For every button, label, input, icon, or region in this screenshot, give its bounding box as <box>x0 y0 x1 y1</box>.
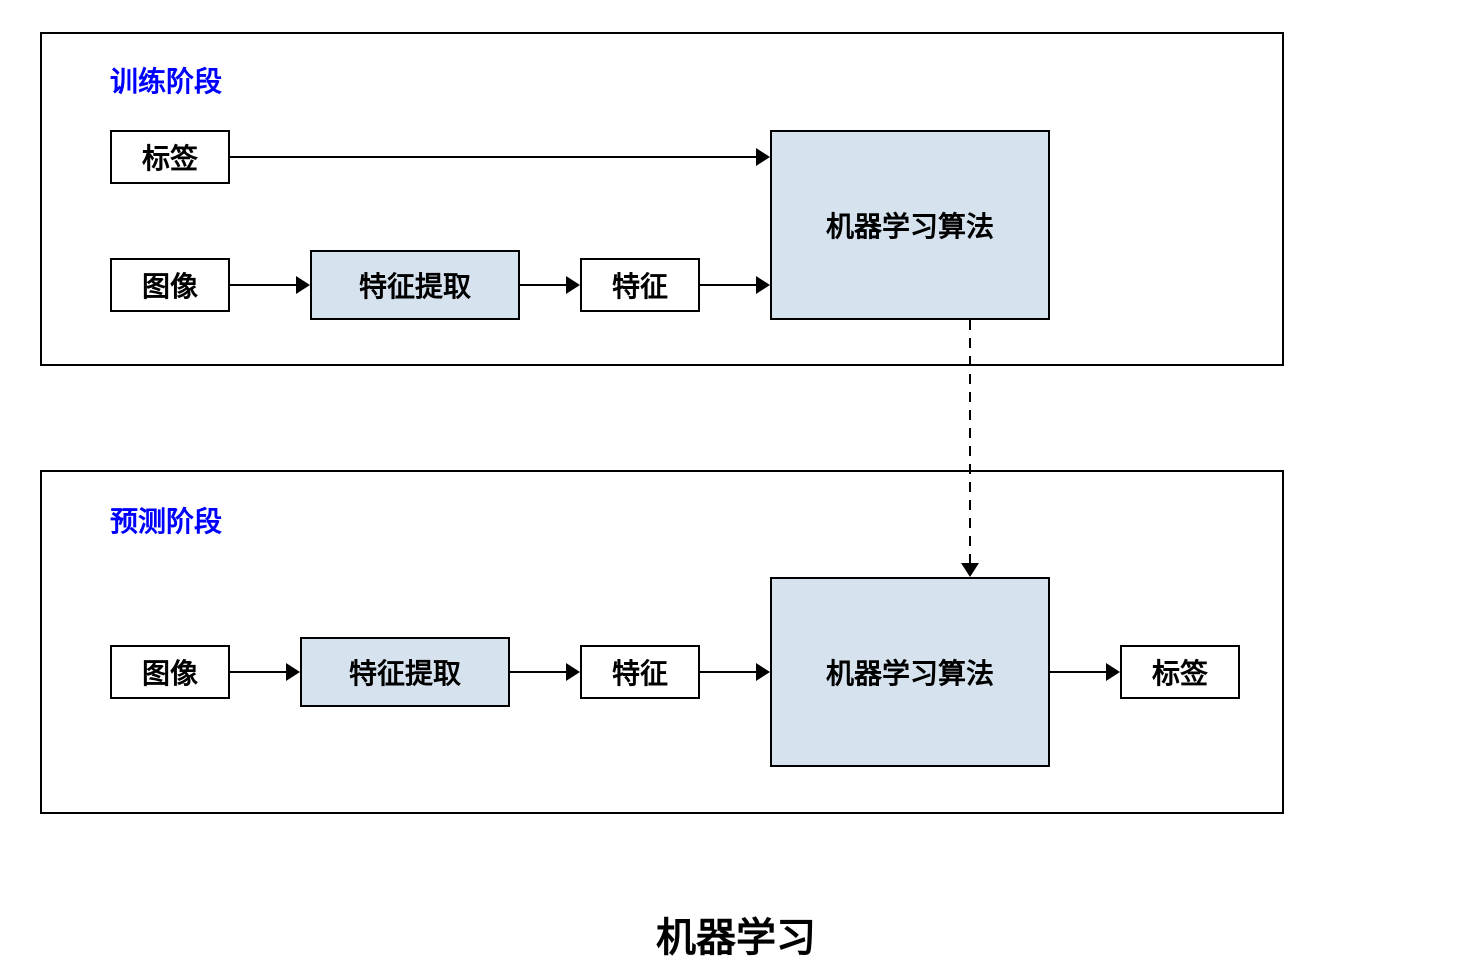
node-training-feature: 特征 <box>580 258 700 312</box>
node-prediction-ml-algorithm: 机器学习算法 <box>770 577 1050 767</box>
diagram-caption: 机器学习 <box>0 905 1472 963</box>
diagram-canvas: 训练阶段 预测阶段 标签 图像 特征提取 特征 机器学习算法 图像 特征提取 特… <box>0 0 1472 980</box>
node-training-image: 图像 <box>110 258 230 312</box>
phase-training-box <box>40 32 1284 366</box>
node-prediction-feature: 特征 <box>580 645 700 699</box>
node-training-ml-algorithm: 机器学习算法 <box>770 130 1050 320</box>
node-prediction-feature-extract: 特征提取 <box>300 637 510 707</box>
phase-training-title: 训练阶段 <box>110 60 222 100</box>
phase-prediction-box <box>40 470 1284 814</box>
node-training-feature-extract: 特征提取 <box>310 250 520 320</box>
node-prediction-image: 图像 <box>110 645 230 699</box>
node-training-label: 标签 <box>110 130 230 184</box>
node-prediction-label: 标签 <box>1120 645 1240 699</box>
phase-prediction-title: 预测阶段 <box>110 500 222 540</box>
